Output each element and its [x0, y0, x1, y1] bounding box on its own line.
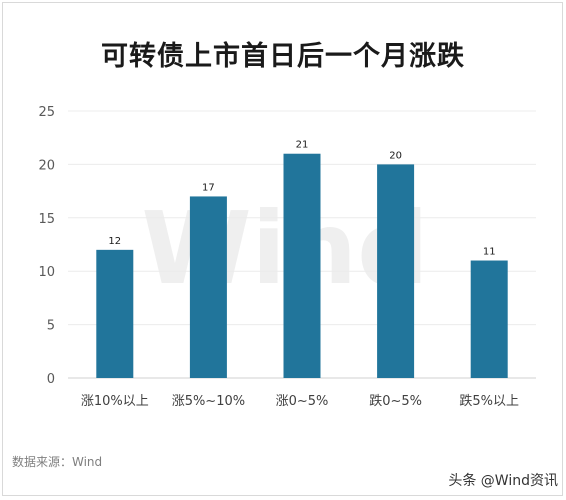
data-label: 20 — [389, 150, 402, 161]
bar — [189, 196, 227, 378]
x-tick-label: 涨10%以上 — [81, 394, 149, 409]
y-tick-label: 0 — [47, 372, 55, 387]
credit-label: 头条 @Wind资讯 — [448, 473, 558, 489]
chart-title: 可转债上市首日后一个月涨跌 — [101, 41, 465, 72]
data-label: 17 — [202, 182, 215, 193]
bar — [470, 260, 508, 378]
bar — [377, 164, 415, 378]
x-tick-label: 涨5%~10% — [172, 394, 245, 409]
bar — [283, 153, 321, 378]
y-tick-label: 10 — [38, 265, 55, 280]
y-tick-label: 20 — [38, 158, 55, 173]
y-tick-label: 5 — [47, 319, 55, 334]
data-label: 21 — [296, 140, 309, 151]
chart-frame — [2, 2, 563, 496]
bar — [96, 249, 134, 378]
data-label: 11 — [483, 247, 496, 258]
data-label: 12 — [108, 236, 121, 247]
x-tick-label: 涨0~5% — [276, 394, 329, 409]
source-note: 数据来源：Wind — [12, 455, 103, 469]
x-tick-label: 跌5%以上 — [459, 393, 519, 409]
y-tick-label: 15 — [38, 212, 55, 227]
x-tick-label: 跌0~5% — [369, 393, 422, 409]
y-tick-label: 25 — [38, 105, 55, 120]
